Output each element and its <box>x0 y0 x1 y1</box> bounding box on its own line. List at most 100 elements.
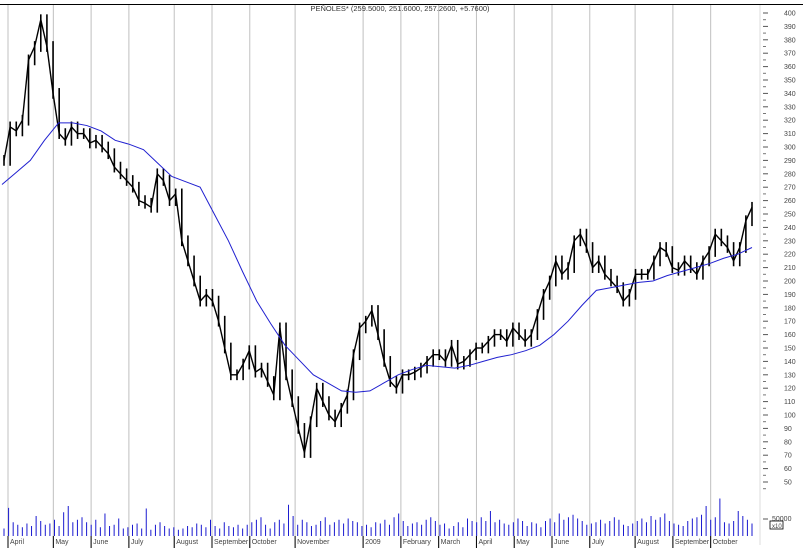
month-label: March <box>441 539 461 546</box>
price-segment <box>58 133 66 141</box>
month-label: June <box>93 539 108 546</box>
month-label: November <box>297 539 330 546</box>
price-tick-label: 150 <box>784 346 796 353</box>
price-segment <box>444 345 453 362</box>
price-segment <box>187 260 195 282</box>
price-segment <box>665 251 673 268</box>
price-segment <box>21 59 30 121</box>
price-segment <box>536 294 545 315</box>
price-tick-label: 70 <box>784 453 792 460</box>
price-segment <box>9 126 17 132</box>
price-segment <box>334 408 342 422</box>
price-tick-label: 310 <box>784 131 796 138</box>
price-segment <box>500 334 508 342</box>
price-segment <box>616 287 624 302</box>
price-segment <box>395 374 404 389</box>
price-segment <box>126 180 134 188</box>
price-segment <box>15 119 24 132</box>
price-segment <box>561 267 569 275</box>
price-segment <box>279 327 287 375</box>
price-segment <box>285 374 293 402</box>
price-segment <box>389 381 397 389</box>
price-segment <box>567 240 575 268</box>
month-label: April <box>478 539 492 546</box>
price-segment <box>438 354 446 362</box>
price-segment <box>107 153 115 168</box>
price-segment <box>150 173 158 208</box>
price-segment <box>46 46 54 94</box>
price-tick-label: 110 <box>784 399 795 406</box>
price-segment <box>365 310 373 322</box>
price-tick-label: 370 <box>784 51 796 58</box>
price-segment <box>156 173 164 181</box>
price-tick-label: 210 <box>784 265 796 272</box>
month-label: October <box>252 539 278 546</box>
volume-axis: 50000 x10 <box>763 516 792 530</box>
price-segment <box>254 367 262 373</box>
price-tick-label: 400 <box>784 11 796 18</box>
price-tick-label: 290 <box>784 158 796 165</box>
price-segment <box>101 146 109 155</box>
price-segment <box>273 327 281 395</box>
price-segment <box>659 246 667 253</box>
price-segment <box>169 193 177 202</box>
price-tick-label: 320 <box>784 118 796 125</box>
month-label: May <box>516 539 530 546</box>
chart-title: PEÑOLES* (259.5000, 251.6000, 257.2600, … <box>310 4 490 13</box>
price-segment <box>303 421 312 453</box>
price-segment <box>622 293 630 302</box>
price-segment <box>487 334 496 342</box>
price-tick-label: 340 <box>784 91 796 98</box>
month-label: May <box>55 539 69 546</box>
price-segment <box>708 233 716 252</box>
price-segment <box>481 340 489 349</box>
price-segment <box>27 46 36 61</box>
price-tick-label: 140 <box>784 359 796 366</box>
price-segment <box>377 334 385 362</box>
price-tick-label: 390 <box>784 24 796 31</box>
price-segment <box>193 280 201 302</box>
price-segment <box>199 293 207 302</box>
price-segment <box>162 180 171 201</box>
price-segment <box>745 207 753 221</box>
price-tick-label: 240 <box>784 225 796 232</box>
price-segment <box>530 314 539 335</box>
volume-multiplier-box <box>769 520 784 530</box>
price-tick-label: 220 <box>784 252 796 259</box>
price-tick-label: 50 <box>784 480 792 487</box>
price-tick-label: 270 <box>784 185 796 192</box>
price-segment <box>506 327 514 342</box>
price-segment <box>684 260 692 269</box>
month-label: 2009 <box>365 539 381 546</box>
price-segment <box>211 300 220 322</box>
price-tick-label: 160 <box>784 332 796 339</box>
month-label: July <box>592 539 605 546</box>
price-tick-label: 380 <box>784 37 796 44</box>
volume-bars <box>3 498 753 536</box>
price-segment <box>696 260 704 275</box>
price-tick-label: 90 <box>784 426 792 433</box>
volume-multiplier: x10 <box>772 524 782 530</box>
price-tick-label: 80 <box>784 439 792 446</box>
price-tick-label: 100 <box>784 413 796 420</box>
price-segment <box>267 381 275 396</box>
price-segment <box>518 334 526 342</box>
price-tick-label: 130 <box>784 372 796 379</box>
price-tick-label: 230 <box>784 238 796 245</box>
price-segment <box>33 19 42 47</box>
price-segment <box>224 347 232 375</box>
price-tick-label: 60 <box>784 466 792 473</box>
price-tick-label: 120 <box>784 386 796 393</box>
price-tick-label: 280 <box>784 171 796 178</box>
price-segment <box>672 266 679 271</box>
price-segment <box>248 350 257 373</box>
price-segment <box>236 363 244 376</box>
price-segment <box>138 199 146 204</box>
price-segment <box>346 354 355 396</box>
price-segment <box>174 193 183 241</box>
price-segment <box>450 345 459 365</box>
price-segment <box>217 321 226 349</box>
price-segment <box>653 247 661 262</box>
month-label: October <box>713 539 739 546</box>
